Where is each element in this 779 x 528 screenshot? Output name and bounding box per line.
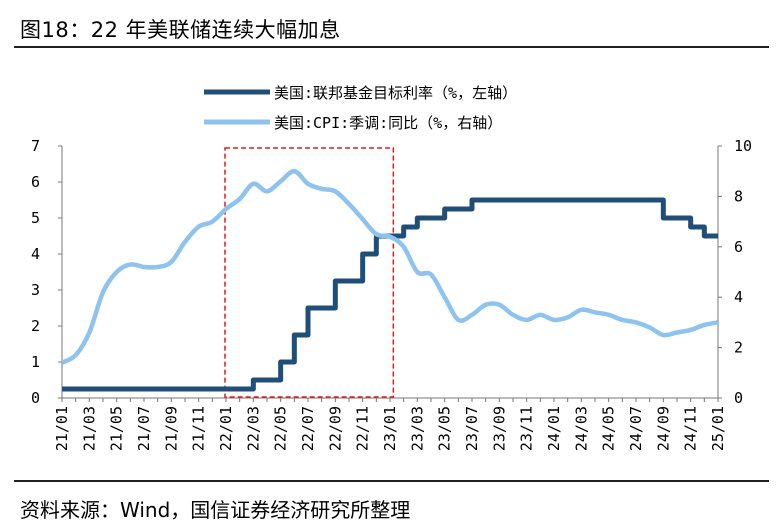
title-rule — [14, 46, 769, 48]
x-tick-label: 24/09 — [654, 406, 672, 451]
x-tick-label: 21/01 — [53, 406, 71, 451]
x-tick-label: 23/07 — [463, 406, 481, 451]
left-tick-label: 2 — [31, 317, 40, 335]
x-tick-label: 23/03 — [408, 406, 426, 451]
x-tick-label: 22/09 — [326, 406, 344, 451]
x-tick-label: 24/05 — [600, 406, 618, 451]
source-note: 资料来源：Wind，国信证券经济研究所整理 — [20, 498, 411, 522]
chart-title: 图18：22 年美联储连续大幅加息 — [20, 18, 341, 42]
right-tick-label: 6 — [734, 238, 743, 256]
legend-label: 美国:联邦基金目标利率（%，左轴） — [274, 84, 517, 102]
x-tick-label: 24/03 — [572, 406, 590, 451]
x-tick-label: 22/01 — [217, 406, 235, 451]
x-tick-label: 24/11 — [682, 406, 700, 451]
left-tick-label: 5 — [31, 209, 40, 227]
x-tick-label: 24/01 — [545, 406, 563, 451]
right-tick-label: 0 — [734, 389, 743, 407]
x-tick-label: 21/05 — [108, 406, 126, 451]
x-tick-label: 23/05 — [436, 406, 454, 451]
x-tick-label: 24/07 — [627, 406, 645, 451]
series-line-cpi — [60, 168, 719, 365]
x-tick-label: 21/09 — [162, 406, 180, 451]
left-tick-label: 0 — [31, 389, 40, 407]
footer-rule — [14, 480, 769, 482]
legend-label: 美国:CPI:季调:同比（%，右轴） — [274, 114, 502, 132]
series-line-fed-rate — [62, 197, 718, 392]
left-tick-label: 4 — [31, 245, 40, 263]
left-tick-label: 3 — [31, 281, 40, 299]
x-tick-label: 23/01 — [381, 406, 399, 451]
x-tick-label: 22/07 — [299, 406, 317, 451]
x-tick-label: 21/03 — [80, 406, 98, 451]
right-tick-label: 4 — [734, 288, 743, 306]
x-tick-label: 21/11 — [190, 406, 208, 451]
left-tick-label: 6 — [31, 173, 40, 191]
x-tick-label: 22/05 — [272, 406, 290, 451]
x-tick-label: 21/07 — [135, 406, 153, 451]
left-tick-label: 1 — [31, 353, 40, 371]
x-tick-label: 23/09 — [490, 406, 508, 451]
x-tick-label: 25/01 — [709, 406, 727, 451]
left-tick-label: 7 — [31, 137, 40, 155]
right-tick-label: 10 — [734, 137, 752, 155]
highlight-box — [224, 147, 395, 398]
x-tick-label: 23/11 — [518, 406, 536, 451]
right-tick-label: 8 — [734, 187, 743, 205]
right-tick-label: 2 — [734, 339, 743, 357]
x-tick-label: 22/11 — [354, 406, 372, 451]
x-tick-label: 22/03 — [244, 406, 262, 451]
